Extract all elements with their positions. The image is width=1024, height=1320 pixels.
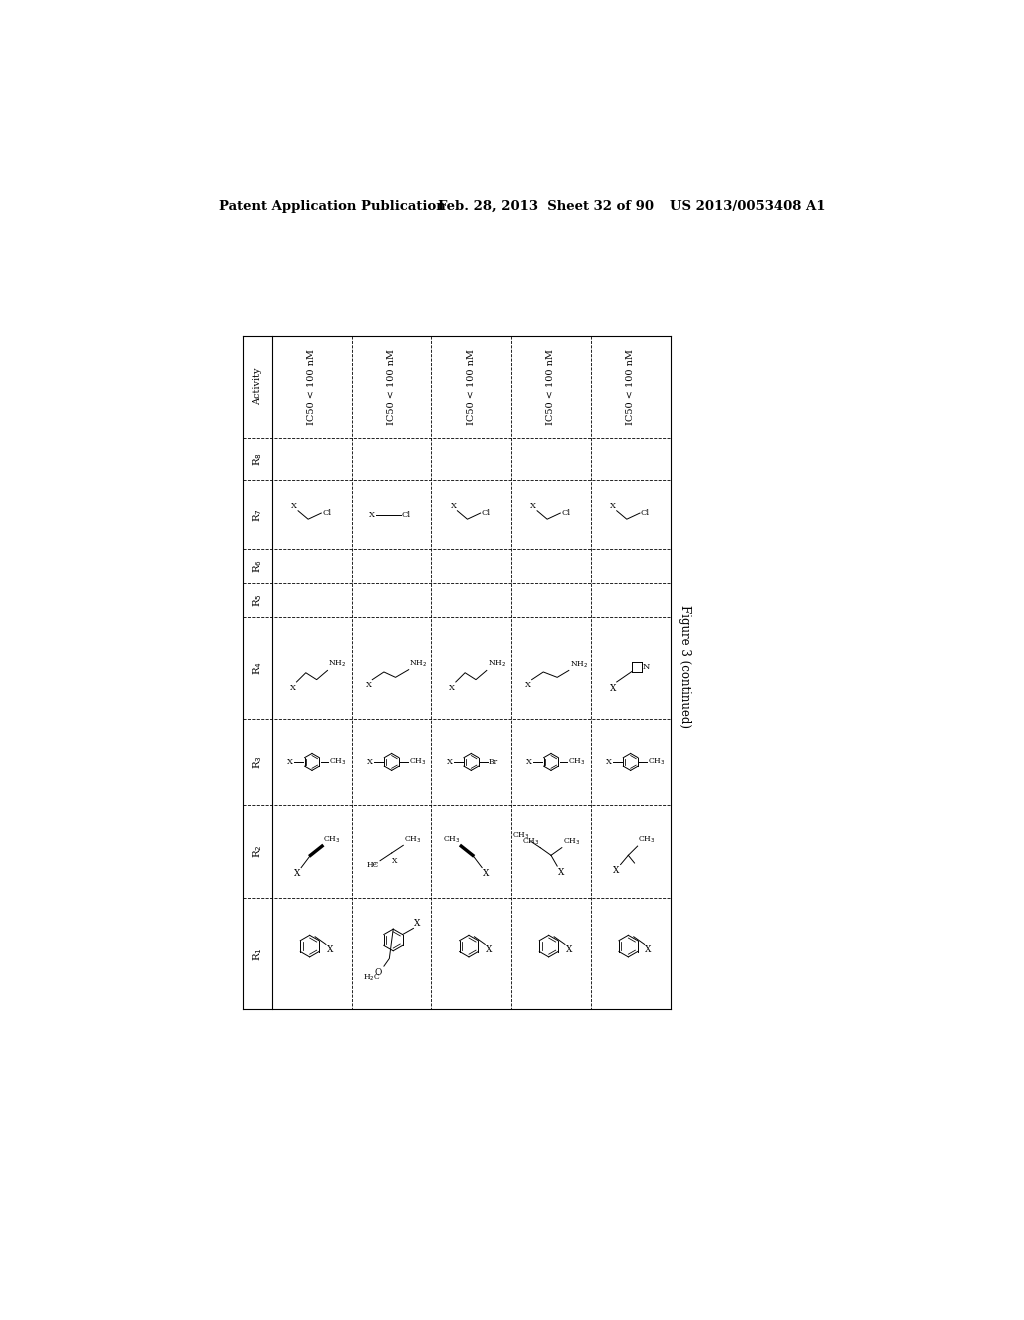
Text: R$_{2}$: R$_{2}$ (251, 845, 264, 858)
Text: X: X (558, 867, 564, 876)
Text: X: X (327, 945, 333, 954)
Text: IC50 < 100 nM: IC50 < 100 nM (626, 348, 635, 425)
Text: NH$_2$: NH$_2$ (487, 659, 506, 669)
Text: X: X (370, 511, 376, 519)
Text: IC50 < 100 nM: IC50 < 100 nM (547, 348, 555, 425)
Text: X: X (446, 758, 453, 766)
Text: CH$_3$: CH$_3$ (404, 834, 422, 845)
Text: CH$_3$: CH$_3$ (522, 837, 540, 847)
Text: X: X (525, 681, 530, 689)
Text: IC50 < 100 nM: IC50 < 100 nM (467, 348, 476, 425)
Text: X: X (606, 758, 612, 766)
Text: X: X (526, 758, 532, 766)
Text: R$_{5}$: R$_{5}$ (251, 593, 264, 607)
Text: X: X (565, 945, 572, 954)
Text: Br: Br (488, 758, 498, 766)
Text: X: X (530, 502, 537, 510)
Text: X: X (645, 945, 651, 954)
Text: $_2$: $_2$ (374, 861, 378, 869)
Text: X: X (450, 684, 455, 692)
Text: R$_{1}$: R$_{1}$ (251, 946, 264, 961)
Text: HC: HC (367, 862, 379, 870)
Text: CH$_3$: CH$_3$ (329, 756, 346, 767)
Text: R$_{6}$: R$_{6}$ (251, 558, 264, 573)
Text: Cl: Cl (401, 511, 411, 519)
Text: NH$_2$: NH$_2$ (410, 659, 428, 669)
Text: X: X (367, 758, 373, 766)
Text: X: X (613, 866, 620, 875)
Text: R$_{7}$: R$_{7}$ (251, 508, 264, 521)
Text: CH$_3$: CH$_3$ (323, 834, 340, 845)
Text: CH$_3$: CH$_3$ (443, 834, 461, 845)
Text: US 2013/0053408 A1: US 2013/0053408 A1 (670, 199, 825, 213)
Text: CH$_3$: CH$_3$ (409, 756, 426, 767)
Text: N: N (643, 663, 650, 671)
Text: Patent Application Publication: Patent Application Publication (219, 199, 446, 213)
Text: R$_{8}$: R$_{8}$ (251, 453, 264, 466)
Text: X: X (609, 684, 616, 693)
Text: Cl: Cl (641, 510, 650, 517)
Text: CH$_3$: CH$_3$ (638, 834, 656, 845)
Text: O: O (375, 969, 382, 977)
Text: X: X (415, 919, 421, 928)
Text: CH$_3$: CH$_3$ (512, 830, 530, 841)
Text: X: X (366, 681, 372, 689)
Text: NH$_2$: NH$_2$ (329, 659, 346, 669)
Text: IC50 < 100 nM: IC50 < 100 nM (387, 348, 396, 425)
Text: NH$_2$: NH$_2$ (569, 659, 588, 669)
Text: X: X (291, 502, 297, 510)
Text: IC50 < 100 nM: IC50 < 100 nM (307, 348, 316, 425)
Text: X: X (451, 502, 457, 510)
Text: X: X (288, 758, 294, 766)
Text: Cl: Cl (323, 510, 331, 517)
Text: Figure 3 (continued): Figure 3 (continued) (678, 605, 691, 729)
Text: R$_{3}$: R$_{3}$ (251, 755, 264, 770)
Text: H$_2$C: H$_2$C (364, 973, 381, 983)
Text: X: X (610, 502, 616, 510)
Text: X: X (392, 857, 397, 865)
Text: X: X (483, 869, 489, 878)
Text: X: X (294, 869, 300, 878)
Text: Feb. 28, 2013  Sheet 32 of 90: Feb. 28, 2013 Sheet 32 of 90 (438, 199, 654, 213)
Text: Cl: Cl (481, 510, 490, 517)
Text: R$_{4}$: R$_{4}$ (251, 661, 264, 675)
Text: CH$_3$: CH$_3$ (648, 756, 666, 767)
Text: X: X (486, 945, 493, 954)
Text: CH$_3$: CH$_3$ (562, 837, 581, 847)
Text: Activity: Activity (253, 368, 262, 405)
Text: X: X (290, 684, 296, 692)
Text: CH$_3$: CH$_3$ (568, 756, 586, 767)
Text: Cl: Cl (561, 510, 570, 517)
